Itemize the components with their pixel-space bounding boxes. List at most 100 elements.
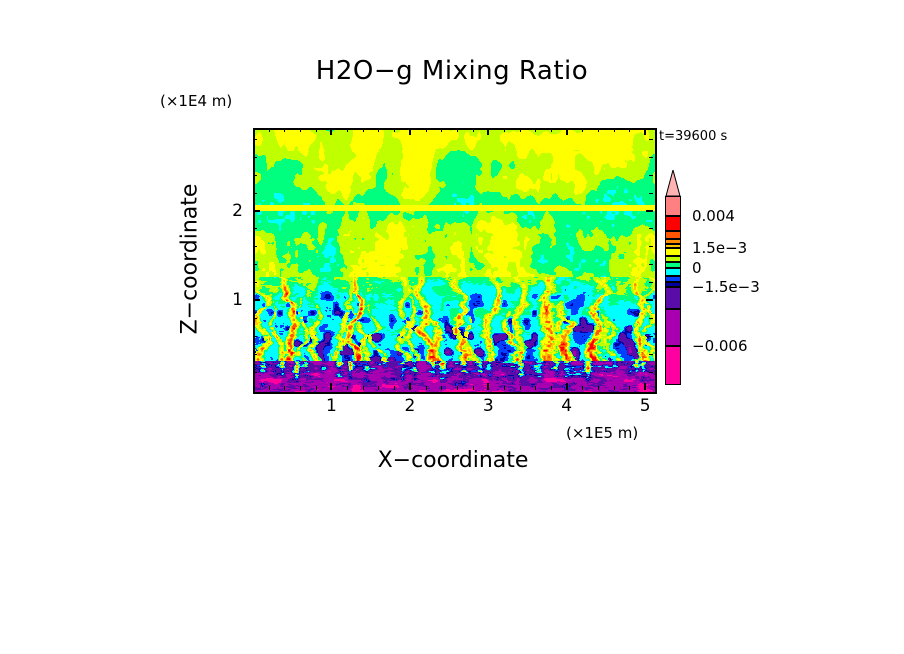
x-axis-tick xyxy=(330,383,333,390)
y-axis-tick-right xyxy=(646,299,653,302)
x-axis-minor-tick xyxy=(315,386,317,390)
colorbar-segment xyxy=(665,309,681,346)
colorbar-tick-label: −0.006 xyxy=(692,336,748,355)
x-axis-minor-tick xyxy=(519,386,521,390)
y-axis-title: Z−coordinate xyxy=(177,183,203,335)
y-axis-minor-tick xyxy=(253,336,257,338)
colorbar-segment xyxy=(665,287,681,310)
x-axis-minor-tick-top xyxy=(629,128,631,132)
y-axis-tick xyxy=(253,209,260,212)
x-axis-tick-label: 3 xyxy=(482,396,494,416)
x-axis-title: X−coordinate xyxy=(377,448,529,473)
y-axis-minor-tick-right xyxy=(649,282,653,284)
colorbar-tick-label: 0 xyxy=(692,258,702,277)
x-axis-minor-tick xyxy=(629,386,631,390)
x-axis-minor-tick-top xyxy=(613,128,615,132)
x-axis-minor-tick xyxy=(535,386,537,390)
y-axis-minor-tick xyxy=(253,264,257,266)
x-axis-minor-tick xyxy=(300,386,302,390)
y-axis-minor-tick xyxy=(253,156,257,158)
x-axis-minor-tick-top xyxy=(284,128,286,132)
x-axis-minor-tick-top xyxy=(347,128,349,132)
x-axis-tick-label: 2 xyxy=(404,396,416,416)
colorbar-segment xyxy=(665,231,681,239)
x-axis-minor-tick-top xyxy=(582,128,584,132)
y-axis-minor-tick-right xyxy=(649,264,653,266)
x-axis-tick-top xyxy=(565,128,568,135)
x-axis-tick xyxy=(565,383,568,390)
y-axis-tick-label: 1 xyxy=(232,290,243,311)
y-axis-minor-tick-right xyxy=(649,174,653,176)
y-axis-tick-right xyxy=(646,209,653,212)
x-axis-minor-tick-top xyxy=(441,128,443,132)
y-axis-minor-tick-right xyxy=(649,156,653,158)
x-axis-minor-tick-top xyxy=(472,128,474,132)
x-axis-minor-tick-top xyxy=(535,128,537,132)
x-axis-minor-tick-top xyxy=(503,128,505,132)
y-axis-tick-label: 2 xyxy=(232,200,243,221)
y-axis-minor-tick xyxy=(253,354,257,356)
colorbar-segment xyxy=(665,282,681,288)
x-axis-minor-tick xyxy=(582,386,584,390)
colorbar-tick-label: 0.004 xyxy=(692,206,735,225)
colorbar-segment xyxy=(665,345,681,385)
colorbar-segment xyxy=(665,215,681,232)
y-axis-minor-tick-right xyxy=(649,246,653,248)
x-axis-minor-tick-top xyxy=(315,128,317,132)
x-axis-minor-tick xyxy=(598,386,600,390)
colorbar-tick-label: 1.5e−3 xyxy=(692,239,748,258)
x-axis-minor-tick-top xyxy=(519,128,521,132)
x-axis-minor-tick xyxy=(503,386,505,390)
x-axis-tick-top xyxy=(487,128,490,135)
x-axis-minor-tick-top xyxy=(268,128,270,132)
x-axis-minor-tick-top xyxy=(300,128,302,132)
contour-field xyxy=(255,130,655,392)
x-axis-minor-tick-top xyxy=(394,128,396,132)
x-axis-minor-tick-top xyxy=(551,128,553,132)
x-axis-minor-tick xyxy=(441,386,443,390)
x-axis-minor-tick xyxy=(268,386,270,390)
x-axis-tick-label: 1 xyxy=(326,396,337,416)
y-axis-minor-tick-right xyxy=(649,192,653,194)
colorbar-segment xyxy=(665,196,681,216)
x-axis-tick-label: 5 xyxy=(639,396,651,416)
x-axis-tick-top xyxy=(330,128,333,135)
y-axis-minor-tick xyxy=(253,372,257,374)
x-axis-minor-tick xyxy=(425,386,427,390)
y-axis-minor-tick xyxy=(253,246,257,248)
y-axis-minor-tick-right xyxy=(649,336,653,338)
x-axis-minor-tick xyxy=(284,386,286,390)
colorbar-segment xyxy=(665,262,681,268)
x-axis-minor-tick xyxy=(362,386,364,390)
colorbar-segment xyxy=(665,244,681,249)
colorbar-segment xyxy=(665,267,681,276)
y-axis-minor-tick-right xyxy=(649,354,653,356)
x-axis-unit-label: (×1E5 m) xyxy=(566,424,639,442)
y-axis-minor-tick xyxy=(253,318,257,320)
x-axis-minor-tick-top xyxy=(425,128,427,132)
x-axis-tick-top xyxy=(644,128,647,135)
y-axis-minor-tick-right xyxy=(649,318,653,320)
y-axis-minor-tick xyxy=(253,138,257,140)
x-axis-minor-tick-top xyxy=(598,128,600,132)
x-axis-tick xyxy=(408,383,411,390)
colorbar-segment xyxy=(665,275,681,283)
y-axis-unit-label: (×1E4 m) xyxy=(160,92,233,110)
y-axis-minor-tick-right xyxy=(649,138,653,140)
x-axis-tick-label: 4 xyxy=(561,396,573,416)
x-axis-minor-tick-top xyxy=(378,128,380,132)
x-axis-minor-tick xyxy=(394,386,396,390)
colorbar-segment xyxy=(665,248,681,256)
x-axis-minor-tick xyxy=(347,386,349,390)
x-axis-minor-tick xyxy=(613,386,615,390)
y-axis-minor-tick xyxy=(253,192,257,194)
x-axis-minor-tick xyxy=(378,386,380,390)
x-axis-tick xyxy=(487,383,490,390)
page-title: H2O−g Mixing Ratio xyxy=(315,56,589,86)
time-annotation: t=39600 s xyxy=(659,129,728,144)
y-axis-minor-tick xyxy=(253,282,257,284)
y-axis-tick xyxy=(253,299,260,302)
x-axis-minor-tick xyxy=(456,386,458,390)
colorbar-segment xyxy=(665,255,681,263)
